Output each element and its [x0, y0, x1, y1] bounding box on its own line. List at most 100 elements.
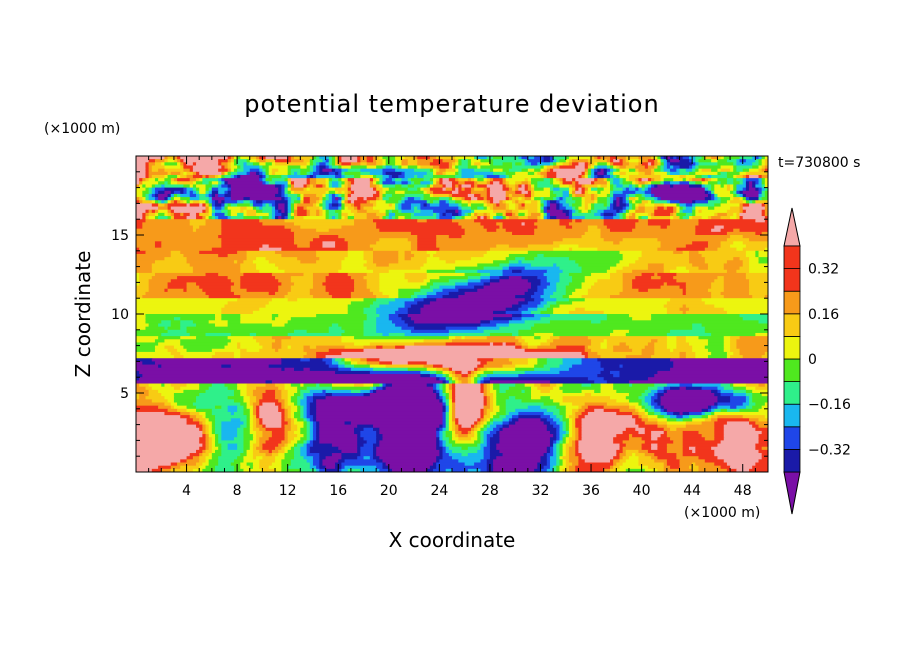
field-cell: [480, 437, 485, 441]
field-cell: [692, 383, 722, 388]
field-cell: [600, 355, 627, 359]
field-cell: [673, 184, 690, 189]
field-cell: [606, 171, 611, 176]
field-cell: [148, 288, 166, 293]
field-cell: [761, 162, 766, 167]
field-cell: [666, 408, 703, 413]
field-cell: [373, 389, 377, 394]
field-cell: [136, 434, 203, 438]
field-cell: [208, 174, 216, 179]
field-cell: [600, 370, 611, 375]
field-cell: [452, 405, 456, 410]
field-cell: [587, 291, 621, 296]
field-cell: [455, 424, 459, 429]
field-cell: [745, 386, 756, 391]
field-cell: [189, 200, 194, 204]
field-cell: [458, 421, 475, 426]
field-cell: [616, 165, 621, 170]
field-cell: [581, 389, 595, 394]
field-cell: [562, 193, 570, 198]
field-cell: [461, 336, 466, 340]
field-cell: [325, 393, 333, 397]
field-cell: [470, 187, 475, 192]
field-cell: [704, 184, 712, 189]
field-cell: [689, 250, 700, 255]
field-cell: [309, 411, 317, 416]
field-cell: [597, 358, 671, 362]
field-cell: [591, 383, 602, 388]
field-cell: [603, 203, 608, 208]
field-cell: [698, 209, 703, 214]
field-cell: [480, 440, 485, 445]
field-cell: [148, 190, 153, 195]
field-cell: [572, 418, 576, 423]
field-cell: [350, 181, 355, 186]
field-cell: [287, 181, 292, 186]
field-cell: [354, 342, 371, 347]
field-cell: [515, 203, 519, 208]
field-cell: [641, 402, 649, 407]
field-cell: [338, 459, 346, 464]
field-cell: [240, 317, 273, 321]
field-cell: [461, 235, 583, 239]
field-cell: [448, 162, 453, 167]
field-cell: [565, 405, 579, 410]
field-cell: [404, 253, 415, 258]
field-cell: [338, 216, 342, 220]
field-cell: [436, 427, 440, 432]
field-cell: [142, 190, 150, 195]
field-cell: [666, 200, 671, 204]
field-cell: [584, 187, 589, 192]
field-cell: [723, 342, 731, 347]
field-cell: [587, 206, 592, 211]
field-cell: [556, 193, 564, 198]
field-cell: [556, 440, 561, 445]
field-cell: [455, 389, 482, 394]
field-cell: [167, 156, 175, 160]
field-cell: [562, 181, 573, 186]
field-cell: [363, 263, 377, 268]
field-cell: [628, 383, 633, 388]
field-cell: [290, 336, 342, 340]
field-cell: [455, 405, 485, 410]
field-cell: [720, 216, 731, 220]
field-cell: [448, 389, 453, 394]
field-cell: [537, 219, 561, 223]
field-cell: [347, 310, 365, 315]
field-cell: [300, 408, 305, 413]
field-cell: [309, 291, 330, 296]
field-cell: [549, 389, 564, 394]
field-cell: [480, 421, 485, 426]
field-cell: [256, 405, 260, 410]
field-cell: [183, 168, 191, 173]
field-cell: [208, 190, 213, 195]
field-cell: [455, 402, 485, 407]
field-cell: [439, 389, 444, 394]
field-cell: [218, 174, 222, 179]
field-cell: [145, 209, 150, 214]
field-cell: [136, 250, 147, 255]
field-cell: [312, 443, 333, 448]
field-cell: [177, 408, 188, 413]
field-cell: [145, 320, 162, 325]
field-cell: [584, 200, 595, 204]
field-cell: [521, 310, 532, 315]
field-cell: [338, 184, 342, 189]
field-cell: [723, 307, 768, 312]
field-cell: [442, 386, 447, 391]
field-cell: [290, 415, 295, 419]
field-cell: [647, 212, 652, 217]
field-cell: [531, 197, 535, 201]
field-cell: [651, 181, 662, 186]
field-cell: [714, 187, 728, 192]
field-cell: [610, 193, 614, 198]
field-cell: [531, 326, 693, 331]
field-cell: [259, 206, 263, 211]
field-cell: [546, 456, 551, 460]
field-cell: [199, 427, 203, 432]
field-cell: [616, 434, 630, 438]
field-cell: [177, 200, 181, 204]
field-cell: [442, 418, 447, 423]
field-cell: [309, 184, 314, 189]
field-cell: [635, 225, 662, 230]
